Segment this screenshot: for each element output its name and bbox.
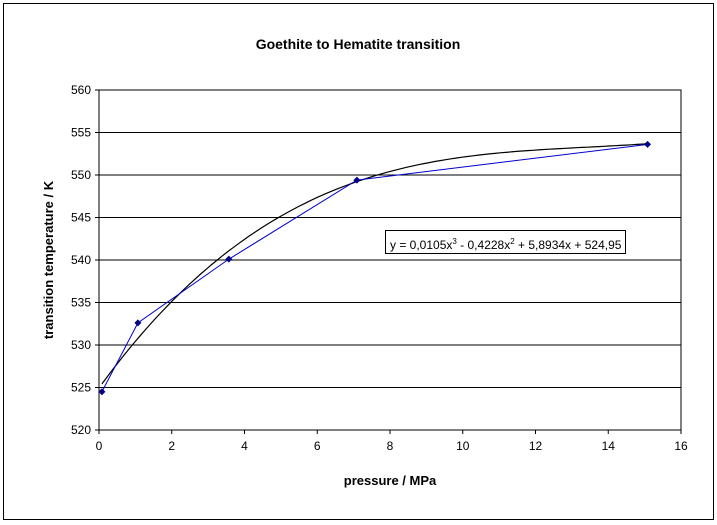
eq-sup: 2	[510, 237, 515, 246]
x-tick-label: 14	[602, 439, 616, 453]
eq-part: - 0,4228x	[456, 238, 511, 252]
y-tick-label: 545	[71, 211, 91, 225]
data-point	[225, 255, 233, 263]
x-tick-label: 4	[241, 439, 248, 453]
x-tick-label: 8	[387, 439, 394, 453]
y-tick-label: 535	[71, 296, 91, 310]
y-tick-label: 530	[71, 338, 91, 352]
eq-part: + 5,8934x + 524,95	[514, 238, 622, 252]
x-tick-label: 6	[314, 439, 321, 453]
x-tick-label: 0	[96, 439, 103, 453]
y-tick-label: 550	[71, 168, 91, 182]
chart-frame	[3, 3, 714, 520]
x-tick-label: 2	[168, 439, 175, 453]
data-point	[134, 319, 142, 327]
eq-part: y = 0,0105x	[390, 238, 453, 252]
y-axis-label: transition temperature / K	[41, 180, 56, 339]
trendline-equation: y = 0,0105x3 - 0,4228x2 + 5,8934x + 524,…	[385, 230, 627, 254]
x-tick-label: 16	[674, 439, 688, 453]
data-point	[644, 140, 652, 148]
y-tick-label: 525	[71, 381, 91, 395]
chart-title: Goethite to Hematite transition	[256, 36, 461, 52]
trendline	[101, 143, 648, 385]
x-tick-label: 12	[529, 439, 543, 453]
x-axis-label: pressure / MPa	[344, 473, 437, 488]
data-point	[98, 388, 106, 396]
y-tick-label: 555	[71, 126, 91, 140]
eq-sup: 3	[452, 237, 457, 246]
x-tick-label: 10	[456, 439, 470, 453]
data-point	[353, 176, 361, 184]
series-line	[101, 143, 648, 392]
y-tick-label: 540	[71, 253, 91, 267]
y-tick-label: 520	[71, 423, 91, 437]
y-tick-label: 560	[71, 83, 91, 97]
